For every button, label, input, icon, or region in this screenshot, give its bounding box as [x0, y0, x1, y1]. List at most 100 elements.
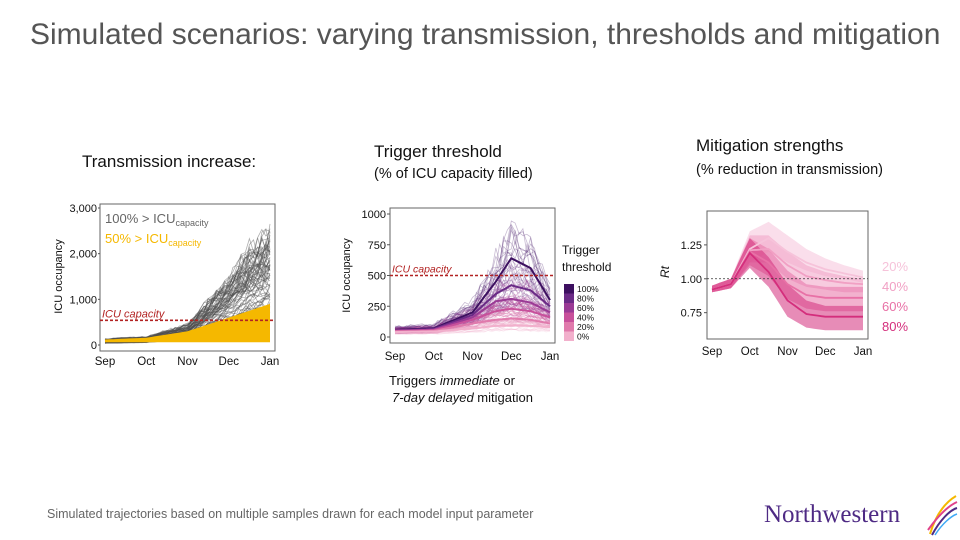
legend-entry: 100% > ICUcapacity [105, 211, 209, 228]
logo-swirl-icon [927, 495, 958, 536]
x-tick-label: Oct [741, 346, 760, 358]
gray-trajectory [104, 240, 271, 341]
caption-text: mitigation [473, 390, 533, 405]
legend-swatch [564, 322, 574, 332]
x-tick-label: Jan [261, 356, 280, 368]
trajectory [394, 328, 551, 335]
x-tick-label: Oct [137, 356, 156, 368]
legend-label: 60% [577, 303, 594, 313]
y-tick-label: 1,000 [69, 294, 97, 306]
gray-trajectory [104, 250, 271, 341]
gray-trajectory [104, 237, 271, 341]
trajectory [394, 274, 551, 330]
trajectory [394, 259, 551, 329]
threshold-chart: ICU capacity 1000 750 500 250 0 Sep Oct Nov Dec Ja… [341, 207, 611, 363]
y-tick-label: 1.00 [681, 274, 702, 286]
transmission-chart: ICU capacity 3,000 2,000 1,000 0 Sep Oct Nov Dec… [53, 203, 280, 368]
legend-label: 40% [882, 279, 908, 294]
footer-note: Simulated trajectories based on multiple… [47, 507, 534, 521]
gray-trajectory [104, 231, 271, 341]
median-line-80pct [711, 251, 863, 318]
legend-label: 20% [577, 322, 594, 332]
threshold-panel-subtitle: (% of ICU capacity filled) [374, 166, 533, 182]
y-tick-label: 750 [368, 240, 386, 252]
trajectory [394, 260, 551, 329]
x-tick-label: Nov [462, 351, 483, 363]
y-tick-label: 0 [91, 340, 97, 352]
trajectory [394, 278, 551, 330]
caption-text: Triggers [389, 373, 440, 388]
trajectory [395, 258, 551, 329]
trajectory [394, 220, 551, 329]
y-tick-label: 2,000 [69, 249, 97, 261]
legend-swatch [564, 312, 574, 322]
legend-swatch [564, 331, 574, 341]
x-tick-label: Sep [702, 346, 722, 358]
x-tick-label: Dec [219, 356, 240, 368]
x-tick-label: Sep [95, 356, 115, 368]
mitigation-panel-title: Mitigation strengths [696, 136, 844, 155]
yellow-band [105, 303, 270, 343]
slide-title: Simulated scenarios: varying transmissio… [30, 18, 941, 51]
caption-text: or [499, 373, 515, 388]
legend-label: 80% [882, 319, 908, 334]
trigger-caption-line1: Triggers immediate or [389, 373, 515, 388]
gray-trajectory [104, 246, 271, 341]
x-tick-label: Jan [854, 346, 873, 358]
legend-swatch [564, 293, 574, 303]
trajectory [395, 329, 551, 335]
caption-emphasis: immediate [439, 373, 500, 388]
trajectory [394, 275, 551, 330]
legend-label: 60% [882, 299, 908, 314]
legend-title-line2: threshold [562, 260, 611, 274]
x-tick-label: Jan [541, 351, 560, 363]
capacity-label: ICU capacity [102, 308, 166, 320]
y-tick-label: 250 [368, 301, 386, 313]
legend-label: 20% [882, 259, 908, 274]
y-axis-label: ICU occupancy [53, 239, 65, 314]
gray-trajectory [104, 223, 271, 340]
caption-emphasis: 7-day delayed [392, 390, 474, 405]
threshold-panel-title: Trigger threshold [374, 142, 502, 161]
gray-trajectory [104, 228, 271, 341]
mitigation-panel-subtitle: (% reduction in transmission) [696, 162, 883, 178]
legend-swatch [564, 284, 574, 294]
series-median-0pct [394, 324, 551, 334]
plot-frame [706, 210, 869, 340]
trajectory [394, 327, 551, 335]
legend-label: 100% [577, 284, 599, 294]
northwestern-logo: Northwestern [764, 501, 901, 528]
transmission-panel-title: Transmission increase: [82, 152, 257, 171]
x-tick-label: Sep [385, 351, 405, 363]
y-tick-label: 500 [368, 271, 386, 283]
y-tick-label: 0.75 [681, 308, 702, 320]
trajectory [394, 223, 551, 329]
y-tick-label: 0 [380, 332, 386, 344]
legend-label: 40% [577, 313, 594, 323]
trajectory [394, 227, 551, 329]
trajectory [394, 327, 551, 335]
trajectory [394, 224, 551, 329]
trajectory [394, 277, 551, 331]
legend-label: 80% [577, 294, 594, 304]
legend-entry: 50% > ICUcapacity [105, 231, 202, 248]
mitigation-chart: 1.25 1.00 0.75 Sep Oct Nov Dec Jan Rt 20% 40% 60% 80… [658, 210, 908, 358]
x-tick-label: Nov [777, 346, 798, 358]
gray-trajectory [104, 228, 271, 341]
y-tick-label: 1000 [362, 209, 386, 221]
plot-frame [99, 203, 276, 352]
trigger-caption-line2: 7-day delayed mitigation [392, 390, 533, 405]
legend-label: 0% [577, 332, 590, 342]
trajectory [394, 240, 551, 330]
y-axis-label: ICU occupancy [341, 238, 353, 313]
x-tick-label: Oct [425, 351, 444, 363]
legend-title-line1: Trigger [562, 243, 600, 257]
trajectory [394, 327, 551, 335]
gray-trajectory [104, 235, 271, 340]
legend-swatch [564, 303, 574, 313]
gray-trajectory [104, 240, 271, 341]
x-tick-label: Nov [177, 356, 198, 368]
gray-trajectory [104, 229, 271, 340]
y-tick-label: 1.25 [681, 240, 702, 252]
x-tick-label: Dec [501, 351, 522, 363]
